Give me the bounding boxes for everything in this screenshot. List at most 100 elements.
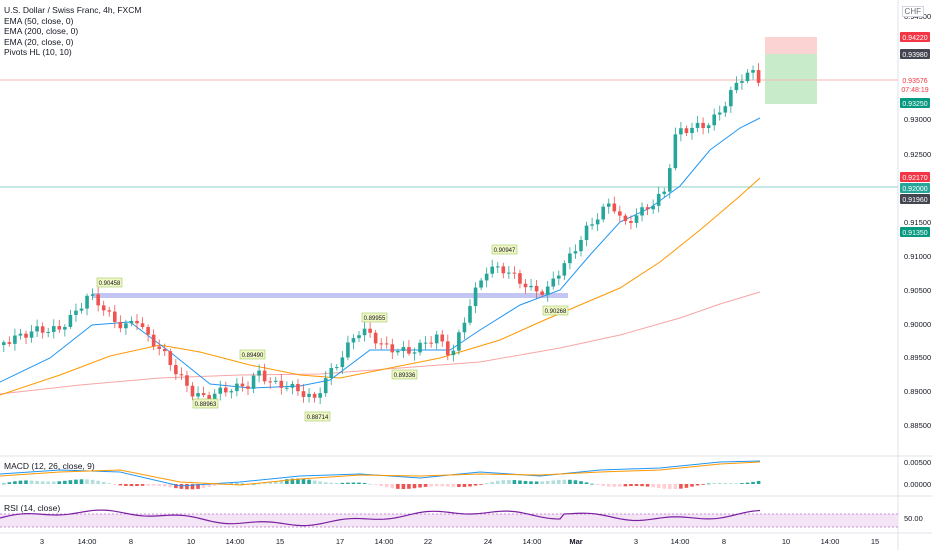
candle[interactable]	[479, 277, 483, 291]
resistance-zone[interactable]	[92, 293, 568, 298]
candle[interactable]	[645, 204, 650, 216]
candle[interactable]	[190, 382, 195, 401]
candle[interactable]	[29, 325, 34, 343]
candle[interactable]	[579, 235, 583, 257]
candle[interactable]	[146, 324, 150, 342]
candle[interactable]	[468, 299, 472, 326]
candle[interactable]	[129, 316, 134, 327]
candle[interactable]	[384, 336, 389, 349]
candle[interactable]	[412, 347, 417, 361]
candle[interactable]	[551, 271, 556, 290]
candle[interactable]	[668, 163, 672, 199]
take-profit-zone[interactable]	[765, 54, 817, 104]
candle[interactable]	[590, 217, 594, 230]
candle[interactable]	[24, 330, 28, 345]
candle[interactable]	[623, 213, 628, 225]
candle[interactable]	[7, 336, 12, 347]
candle[interactable]	[745, 69, 750, 84]
candle[interactable]	[518, 269, 522, 289]
candle[interactable]	[656, 187, 661, 213]
candle[interactable]	[118, 315, 123, 333]
candle[interactable]	[595, 213, 600, 232]
candle[interactable]	[268, 377, 272, 389]
candle[interactable]	[18, 328, 23, 340]
candle[interactable]	[457, 329, 461, 355]
indicator-ema50[interactable]: EMA (50, close, 0)	[4, 15, 74, 26]
candle[interactable]	[446, 334, 450, 361]
candle[interactable]	[90, 288, 95, 301]
candle[interactable]	[562, 260, 567, 280]
candle[interactable]	[35, 319, 39, 338]
candle[interactable]	[407, 340, 411, 356]
candle[interactable]	[107, 306, 112, 317]
candle[interactable]	[57, 319, 62, 333]
candle[interactable]	[2, 340, 6, 352]
candle[interactable]	[13, 328, 17, 351]
candle[interactable]	[484, 267, 489, 288]
candle[interactable]	[723, 101, 728, 117]
candle[interactable]	[240, 376, 245, 392]
candle[interactable]	[168, 348, 173, 371]
candle[interactable]	[545, 280, 550, 302]
candle[interactable]	[612, 196, 617, 214]
candle[interactable]	[695, 115, 700, 133]
rsi-legend[interactable]: RSI (14, close)	[4, 503, 61, 513]
candle[interactable]	[523, 279, 528, 294]
candle[interactable]	[40, 322, 45, 339]
candle[interactable]	[174, 358, 178, 381]
candle[interactable]	[679, 122, 683, 142]
candle[interactable]	[257, 364, 261, 383]
indicator-ema20[interactable]: EMA (20, close, 0)	[4, 36, 74, 47]
candle[interactable]	[429, 336, 433, 348]
candle[interactable]	[346, 335, 350, 361]
symbol-title[interactable]: U.S. Dollar / Swiss Franc, 4h, FXCM	[4, 5, 142, 15]
candle[interactable]	[357, 330, 361, 343]
candle[interactable]	[79, 303, 84, 314]
candle[interactable]	[273, 376, 278, 385]
candle[interactable]	[74, 303, 78, 322]
candle[interactable]	[606, 198, 611, 214]
candle[interactable]	[218, 380, 223, 401]
candle[interactable]	[246, 381, 250, 395]
candle[interactable]	[512, 266, 517, 280]
candle[interactable]	[124, 319, 128, 336]
candle[interactable]	[301, 384, 306, 403]
candle[interactable]	[434, 330, 439, 350]
candle[interactable]	[529, 278, 533, 291]
candle[interactable]	[701, 117, 705, 135]
candle[interactable]	[251, 372, 256, 394]
candle[interactable]	[379, 338, 383, 350]
candles[interactable]	[2, 63, 761, 407]
candle[interactable]	[712, 108, 716, 131]
candle[interactable]	[135, 314, 139, 331]
candle[interactable]	[634, 208, 639, 228]
candle[interactable]	[373, 330, 378, 349]
candle[interactable]	[285, 381, 289, 392]
candle[interactable]	[235, 378, 239, 397]
candle[interactable]	[717, 105, 722, 121]
indicator-ema200[interactable]: EMA (200, close, 0)	[4, 26, 79, 37]
candle[interactable]	[101, 300, 106, 316]
candle[interactable]	[368, 322, 372, 338]
candle[interactable]	[740, 74, 744, 90]
candle[interactable]	[307, 388, 311, 403]
candle[interactable]	[179, 367, 184, 381]
candle[interactable]	[312, 391, 317, 403]
candle[interactable]	[729, 86, 733, 113]
candle[interactable]	[440, 330, 445, 347]
candle[interactable]	[462, 317, 467, 340]
candle[interactable]	[151, 329, 156, 351]
candle[interactable]	[185, 370, 189, 393]
candle[interactable]	[351, 334, 356, 350]
candle[interactable]	[662, 187, 667, 198]
rsi-pane[interactable]	[0, 509, 898, 528]
indicator-pivots[interactable]: Pivots HL (10, 10)	[4, 47, 72, 58]
candle[interactable]	[684, 125, 689, 136]
candle[interactable]	[423, 336, 428, 350]
candle[interactable]	[318, 387, 322, 405]
candle[interactable]	[262, 363, 267, 385]
candle[interactable]	[534, 279, 539, 299]
candle[interactable]	[495, 262, 500, 274]
